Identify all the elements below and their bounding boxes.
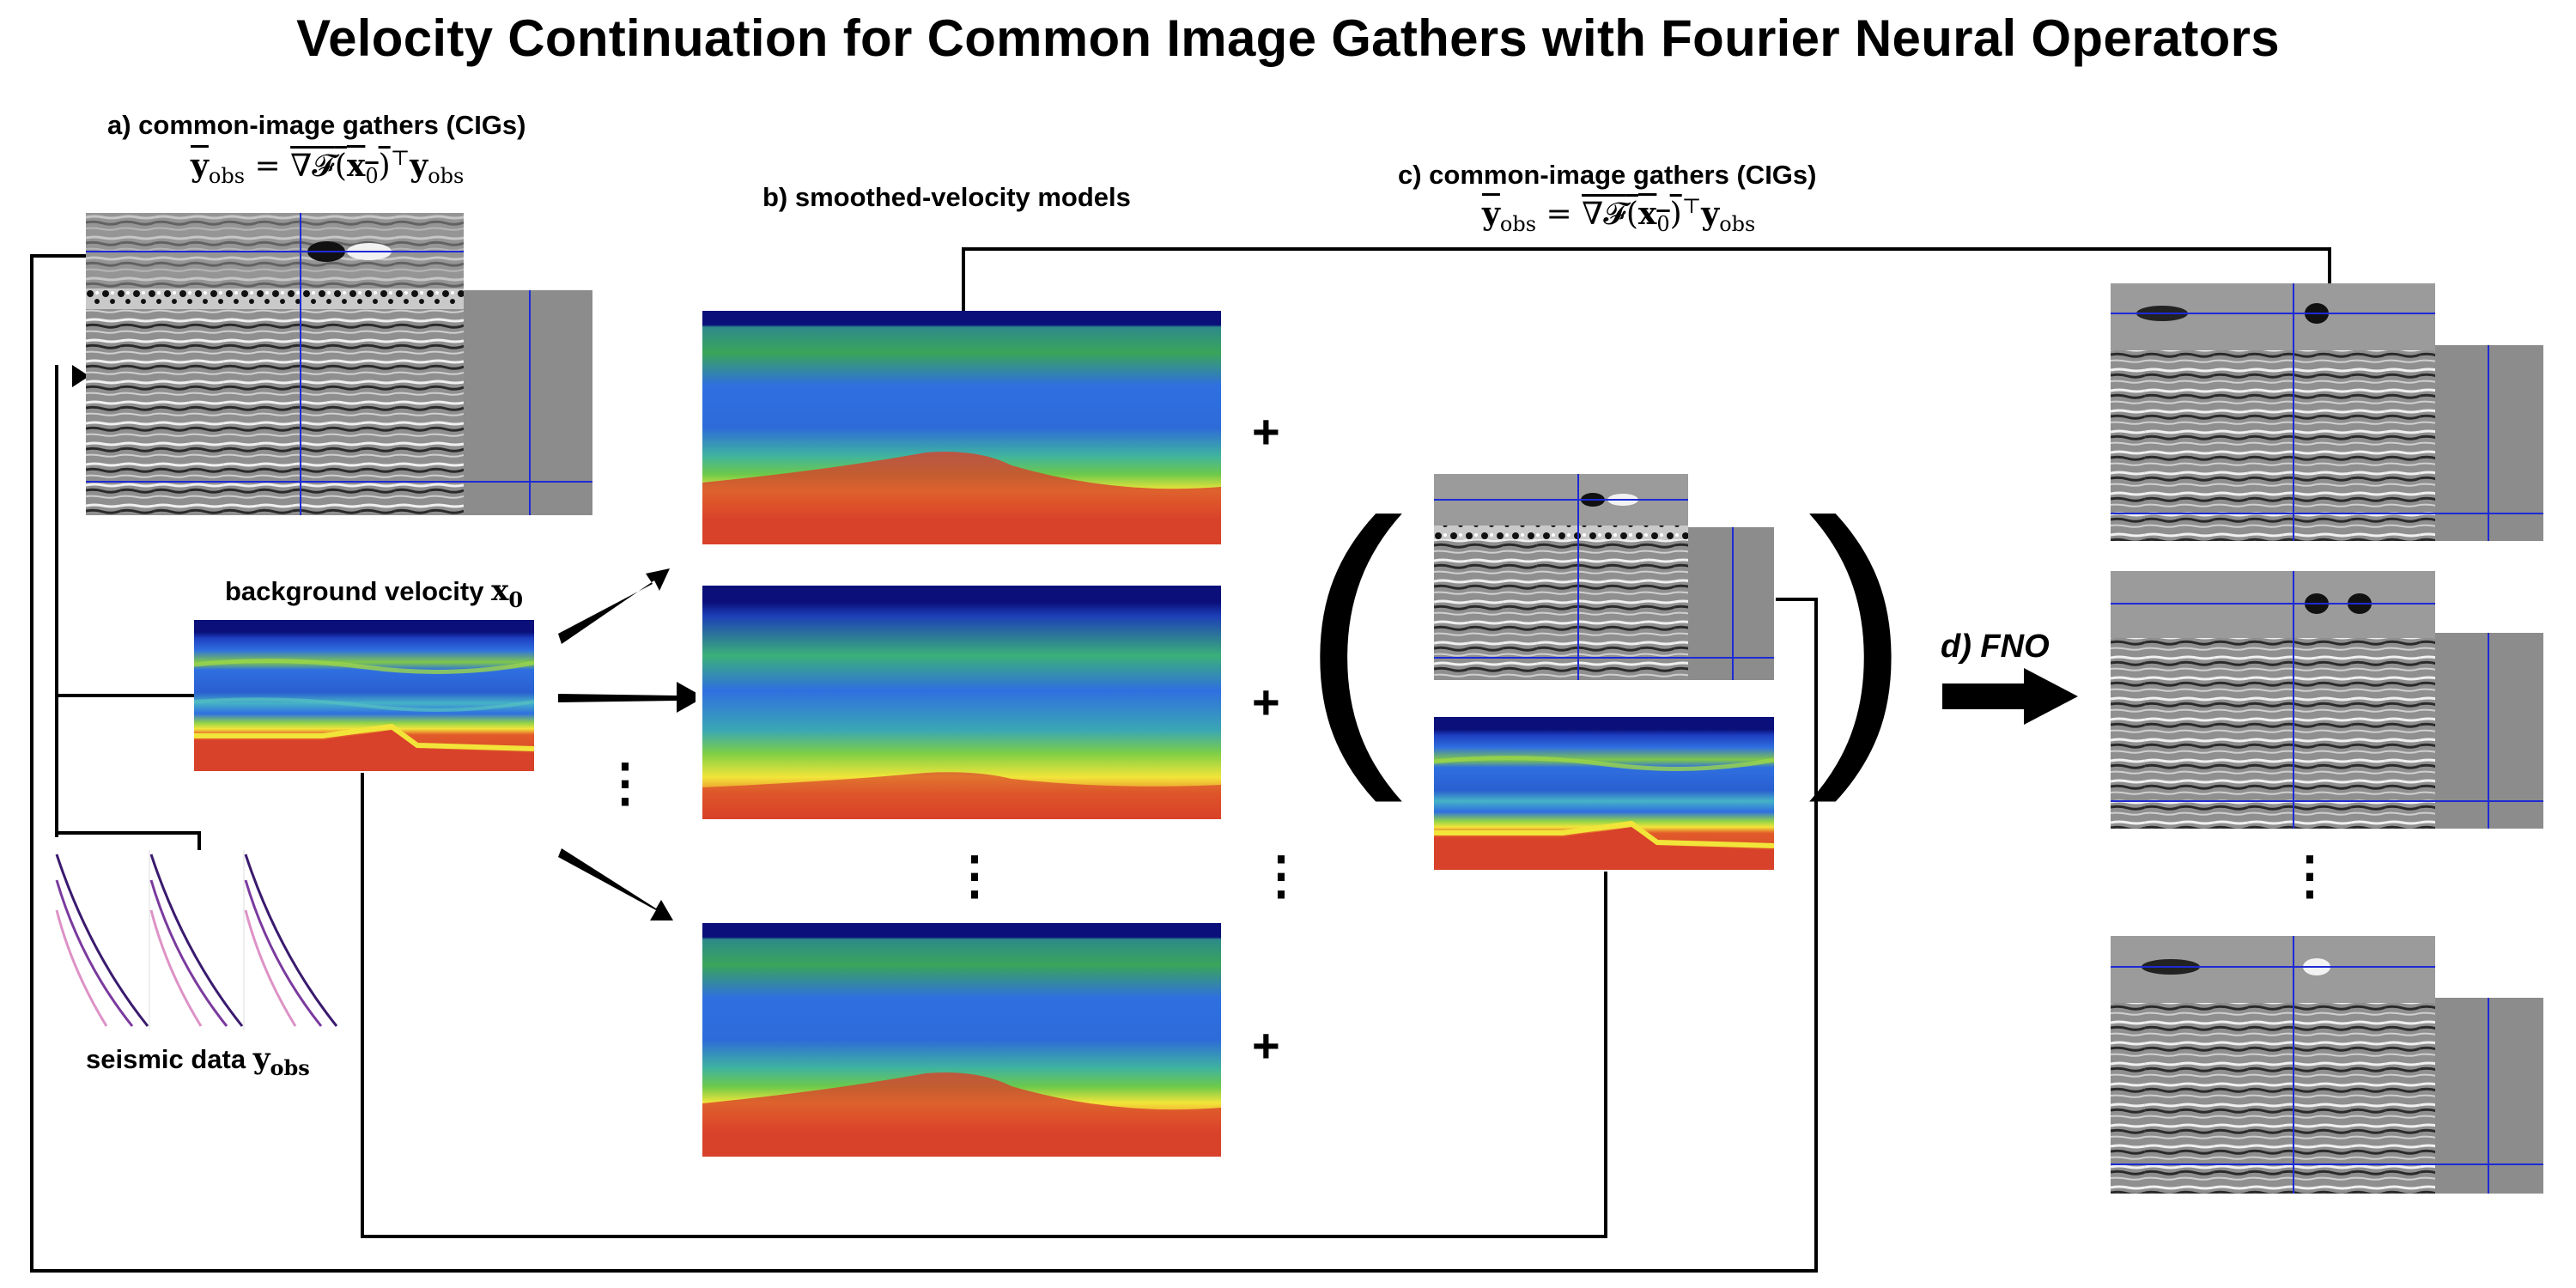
panel-b-label: b) smoothed-velocity models bbox=[762, 182, 1131, 212]
cig-c-image bbox=[1434, 474, 1774, 680]
vdots-d: ⋮ bbox=[2284, 847, 2336, 904]
plus-sign-1: + bbox=[1252, 404, 1280, 459]
arrow-up-right-icon bbox=[558, 568, 670, 644]
arrow-right-icon bbox=[558, 682, 696, 713]
close-paren: ) bbox=[1807, 459, 1911, 804]
seismic-data-image bbox=[55, 850, 340, 1030]
vdots-c: ⋮ bbox=[1255, 847, 1307, 904]
panel-c-equation: yobs = ∇𝓕(x0)⊤yobs bbox=[1482, 194, 1756, 237]
figure-title: Velocity Continuation for Common Image G… bbox=[296, 9, 2280, 67]
cig-a-image bbox=[86, 213, 592, 515]
smoothed-velocity-model-2 bbox=[702, 586, 1221, 819]
vdots-b: ⋮ bbox=[949, 847, 1000, 904]
plus-sign-2: + bbox=[1252, 675, 1280, 729]
smoothed-velocity-model-3 bbox=[702, 923, 1221, 1157]
arrowhead-icon bbox=[72, 365, 89, 387]
panel-d-label: d) FNO bbox=[1941, 629, 2050, 665]
background-velocity-image bbox=[194, 620, 534, 771]
seismic-data-label: seismic data yobs bbox=[86, 1042, 310, 1080]
panel-c-label: c) common-image gathers (CIGs) bbox=[1398, 160, 1817, 190]
open-paren: ( bbox=[1301, 459, 1404, 804]
panel-a-label: a) common-image gathers (CIGs) bbox=[107, 110, 526, 140]
output-cig-3 bbox=[2111, 936, 2543, 1194]
fno-arrow-icon bbox=[1942, 668, 2078, 725]
smoothed-velocity-model-1 bbox=[702, 311, 1221, 544]
panel-a-equation: yobs = ∇𝓕(x0)⊤yobs bbox=[191, 146, 465, 189]
arrow-down-right-icon bbox=[558, 848, 673, 920]
vdots-a: ⋮ bbox=[599, 754, 651, 811]
cig-c-velocity-image bbox=[1434, 717, 1774, 870]
fan-arrows bbox=[558, 568, 696, 920]
plus-sign-3: + bbox=[1252, 1018, 1280, 1072]
output-cig-1 bbox=[2111, 283, 2543, 541]
output-cig-2 bbox=[2111, 571, 2543, 829]
background-velocity-label: background velocity x0 bbox=[225, 574, 524, 612]
